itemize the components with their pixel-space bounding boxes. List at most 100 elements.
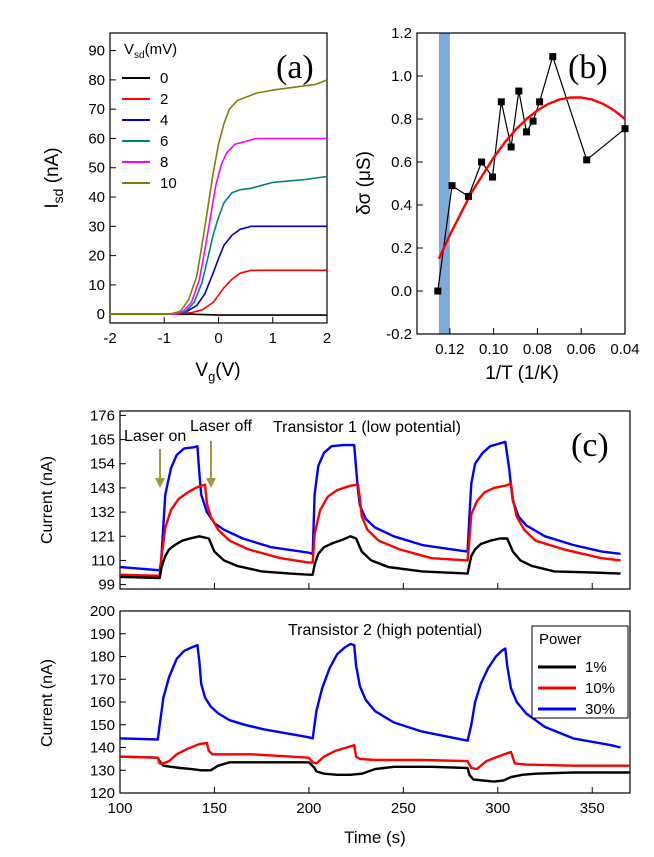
annotation-laser-off: Laser off [190,418,253,435]
annotation-arrow-head [206,478,216,488]
y-tick-label: 50 [88,160,105,177]
panel-c-label: (c) [571,427,609,464]
legend-label-0: 0 [160,70,168,87]
panel-c-plot-frame [119,410,631,590]
y-tick-label: 0.6 [391,154,412,171]
series-line-power-1 [119,535,621,580]
y-tick-label: 30 [88,218,105,235]
data-point [434,287,442,295]
panel-b: -0.2 0.0 0.2 0.4 0.6 0.8 1.0 1.2 0.12 0.10 0.08 0.0… [354,25,640,384]
y-tick-label: 154 [90,456,115,473]
y-tick-label: 190 [90,626,115,643]
y-tick-label: 140 [90,740,115,757]
x-tick-label: 0.12 [435,341,464,358]
y-tick-label: 0.8 [391,111,412,128]
x-tick-label: 150 [202,800,227,817]
x-tick-label: 1 [269,330,277,347]
y-tick-label: 143 [90,480,115,497]
panel-d-x-axis-label: Time (s) [344,828,406,847]
series-line-power-10 [119,482,621,577]
legend-label-10: 10 [160,175,177,192]
y-tick-label: 0.0 [391,283,412,300]
series-line-power-30 [119,440,621,572]
data-point [515,87,523,95]
y-tick-label: 170 [90,671,115,688]
data-point [522,128,530,136]
y-tick-label: 132 [90,504,115,521]
panel-d: 120 130 140 150 160 170 180 190 200 100 150 200 250 3… [39,603,631,847]
legend-label-2: 2 [160,91,168,108]
y-tick-label: 80 [88,72,105,89]
series-line-vsd-6 [110,175,328,316]
panel-a-legend-box [118,38,178,188]
x-tick-label: 300 [485,800,510,817]
panel-d-title: Transistor 2 (high potential) [288,622,482,639]
legend-label-4: 4 [160,112,168,129]
x-tick-label: 350 [580,800,605,817]
y-tick-label: 176 [90,407,115,424]
y-tick-label: 90 [88,43,105,60]
series-line-power-30 [119,642,621,749]
panel-d-legend-title: Power [539,631,582,648]
data-point [549,53,557,61]
x-tick-label: 0 [214,330,222,347]
annotation-arrow-head [155,478,165,488]
legend-label-8: 8 [160,154,168,171]
y-tick-label: 40 [88,189,105,206]
panel-c-title: Transistor 1 (low potential) [273,419,461,436]
panel-c: 99 110 121 132 143 154 165 176 (c) Transistor 1… [39,407,631,594]
y-tick-label: 150 [90,717,115,734]
x-tick-label: -2 [103,330,116,347]
y-tick-label: 20 [88,248,105,265]
data-point [448,182,456,190]
y-tick-label: 165 [90,432,115,449]
data-point [507,143,515,151]
legend-label-6: 6 [160,133,168,150]
series-line-vsd-4 [110,225,327,316]
x-tick-label: 100 [107,800,132,817]
x-tick-label: 0.10 [479,341,508,358]
legend-label-30: 30% [585,701,615,718]
series-line-power-10 [119,741,630,771]
y-tick-label: 10 [88,277,105,294]
panel-b-y-axis-label: δσ (μS) [354,151,375,215]
panel-b-label: (b) [568,49,608,86]
y-tick-label: 1.0 [391,68,412,85]
x-tick-label: 250 [391,800,416,817]
panel-c-y-axis-label: Current (nA) [39,456,56,544]
data-point [478,158,486,166]
panel-a: 0 10 20 30 40 50 60 70 80 90 -2 -1 0 1 2 (a) Vsd(mV) 0… [42,32,331,384]
shaded-band [438,33,450,334]
panel-b-x-axis-label: 1/T (1/K) [485,363,559,384]
x-tick-label: 2 [323,330,331,347]
y-tick-label: 99 [98,577,115,594]
data-connecting-line [437,55,626,292]
panel-a-label: (a) [276,49,314,86]
y-tick-label: 130 [90,762,115,779]
data-point [497,98,505,106]
y-tick-label: 0.4 [391,197,412,214]
series-line-vsd-8 [110,137,327,316]
panel-b-plot-frame [416,32,626,335]
y-tick-label: 70 [88,101,105,118]
y-tick-label: 0.2 [391,240,412,257]
data-point [489,173,497,181]
series-line-vsd-2 [110,269,327,316]
x-tick-label: 200 [296,800,321,817]
data-point [536,98,544,106]
panel-d-y-axis-label: Current (nA) [39,659,56,747]
y-tick-label: 200 [90,603,115,620]
data-point [621,125,629,133]
annotation-laser-on: Laser on [124,428,186,445]
x-tick-label: 0.04 [610,341,639,358]
data-point [464,192,472,200]
series-line-vsd-10 [110,79,328,316]
panel-a-legend-title: Vsd(mV) [124,41,177,61]
x-tick-label: -1 [158,330,171,347]
data-point [583,156,591,164]
y-tick-label: 121 [90,528,115,545]
x-tick-label: 0.08 [523,341,552,358]
panel-d-legend-box [531,625,629,719]
y-tick-label: 160 [90,694,115,711]
